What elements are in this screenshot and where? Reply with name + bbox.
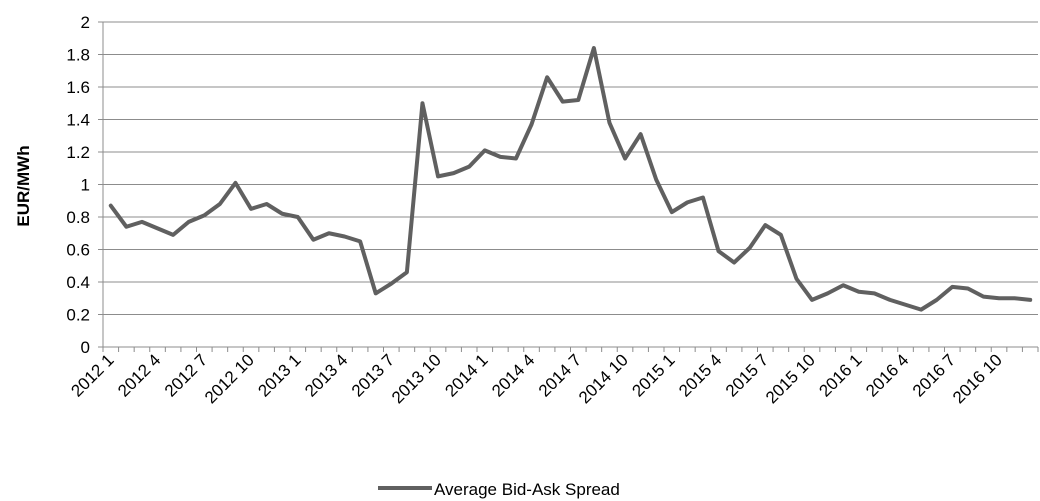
x-tick-label: 2016 10 — [949, 350, 1006, 407]
y-tick-label: 0.8 — [66, 208, 90, 227]
y-tick-label: 1 — [81, 176, 90, 195]
x-tick-label: 2016 4 — [862, 350, 912, 400]
x-tick-label: 2015 1 — [628, 350, 678, 400]
x-tick-label: 2012 10 — [201, 350, 258, 407]
x-tick-label: 2013 1 — [254, 350, 304, 400]
gridlines — [103, 21, 1038, 315]
x-tick-label: 2015 10 — [762, 350, 819, 407]
x-tick-label: 2014 4 — [488, 350, 538, 400]
y-tick-label: 1.6 — [66, 78, 90, 97]
y-tick-label: 0.2 — [66, 306, 90, 325]
x-tick-label: 2014 10 — [575, 350, 632, 407]
y-tick-label: 0 — [81, 338, 90, 357]
legend: Average Bid-Ask Spread — [378, 480, 620, 499]
y-tick-label: 2 — [81, 13, 90, 32]
x-tick-label: 2012 4 — [114, 350, 164, 400]
series-line — [108, 46, 1033, 312]
series — [108, 46, 1033, 312]
x-tick-label: 2013 4 — [301, 350, 351, 400]
x-tick-label: 2012 1 — [67, 350, 117, 400]
y-tick-label: 0.4 — [66, 273, 90, 292]
x-tick-label: 2013 10 — [388, 350, 445, 407]
y-axis-title: EUR/MWh — [14, 145, 33, 226]
y-tick-label: 1.8 — [66, 46, 90, 65]
y-tick-label: 0.6 — [66, 241, 90, 260]
axes — [98, 21, 1039, 352]
y-tick-label: 1.2 — [66, 143, 90, 162]
x-tick-label: 2016 1 — [815, 350, 865, 400]
y-tick-label: 1.4 — [66, 111, 90, 130]
x-tick-label: 2015 4 — [675, 350, 725, 400]
y-tick-labels: 0 0.2 0.4 0.6 0.8 1 1.2 1.4 1.6 1.8 2 — [66, 13, 90, 357]
x-tick-label: 2014 1 — [441, 350, 491, 400]
legend-label: Average Bid-Ask Spread — [434, 480, 620, 499]
